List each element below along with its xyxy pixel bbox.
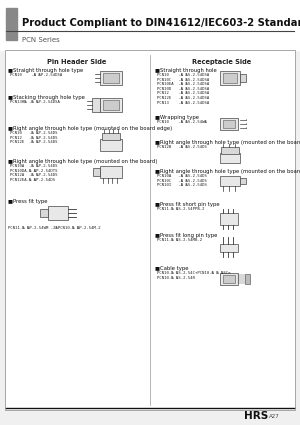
- Bar: [93, 168, 100, 176]
- Text: Receptacle Side: Receptacle Side: [192, 59, 252, 65]
- Bar: [220, 71, 240, 85]
- Text: PCN10    -№ №S-2.54W№: PCN10 -№ №S-2.54W№: [157, 120, 207, 124]
- Text: PCN11-№ №S-2.54PPB-2: PCN11-№ №S-2.54PPB-2: [157, 207, 205, 211]
- Bar: [0, 0, 300, 50]
- Bar: [102, 133, 120, 140]
- Text: PCN10    -№ №S-2.54DSA
PCN10C   -№ №S-2.54DSA
PCN10EA  -№ №S-2.54DSA
PCN10D   -№: PCN10 -№ №S-2.54DSA PCN10C -№ №S-2.54DSA…: [157, 73, 209, 105]
- Bar: [100, 166, 122, 178]
- Bar: [103, 73, 119, 83]
- Bar: [240, 178, 246, 184]
- Text: ■Stacking through hole type: ■Stacking through hole type: [8, 95, 85, 100]
- Bar: [220, 244, 238, 252]
- Bar: [221, 147, 239, 154]
- Text: PCN10A   -№ №S-2.54DS
PCN10C   -№ №S-2.54DS
PCN10I   -№ №S-2.54DS: PCN10A -№ №S-2.54DS PCN10C -№ №S-2.54DS …: [157, 174, 207, 187]
- Bar: [103, 100, 119, 110]
- Text: PCN10A  -№ №P-2.54DS
PCN10DA-№ №P-2.54DTS
PCN12A  -№ №P-2.54DS
PCN12EA-№ №P-2.54: PCN10A -№ №P-2.54DS PCN10DA-№ №P-2.54DTS…: [10, 164, 58, 182]
- Text: PCN10   -№ №P-2.54DS
PCN12   -№ №P-2.54DS
PCN12E  -№ №P-2.54DS: PCN10 -№ №P-2.54DS PCN12 -№ №P-2.54DS PC…: [10, 131, 58, 144]
- Bar: [245, 274, 250, 284]
- Bar: [223, 275, 235, 283]
- Text: ■Wrapping type: ■Wrapping type: [155, 115, 199, 120]
- Bar: [240, 74, 246, 82]
- Bar: [6, 8, 17, 40]
- Text: ■Right angle through hole type (mounted on the board): ■Right angle through hole type (mounted …: [155, 169, 300, 174]
- Text: ■Straight through hole type: ■Straight through hole type: [8, 68, 83, 73]
- Bar: [223, 120, 235, 128]
- Text: PCN12B   -№ №S-2.54DS: PCN12B -№ №S-2.54DS: [157, 145, 207, 149]
- Text: A27: A27: [269, 414, 280, 419]
- Text: ■Cable type: ■Cable type: [155, 266, 188, 271]
- Text: PCN11-№ №S-2.54MB-2: PCN11-№ №S-2.54MB-2: [157, 238, 202, 242]
- Text: PCN10-№ №S-2.54C+PCN10-№ № №SCe
PCN10-№ №S-2.54R: PCN10-№ №S-2.54C+PCN10-№ № №SCe PCN10-№ …: [157, 271, 231, 280]
- Bar: [48, 206, 68, 220]
- Bar: [220, 176, 240, 186]
- Text: ■Press fit long pin type: ■Press fit long pin type: [155, 233, 218, 238]
- Bar: [220, 153, 240, 163]
- Text: PCN Series: PCN Series: [22, 37, 60, 43]
- Bar: [220, 213, 238, 225]
- Text: PCN10    -№ №P-2.54DSA: PCN10 -№ №P-2.54DSA: [10, 73, 62, 77]
- Text: ■Right angle through hole type (mounted on the board edge): ■Right angle through hole type (mounted …: [8, 126, 172, 131]
- Text: Product Compliant to DIN41612/IEC603-2 Standard: Product Compliant to DIN41612/IEC603-2 S…: [22, 18, 300, 28]
- Bar: [92, 98, 100, 112]
- Bar: [220, 118, 238, 130]
- Bar: [220, 273, 238, 285]
- Text: PCN13H№ -№ №P-2.54DSA: PCN13H№ -№ №P-2.54DSA: [10, 100, 60, 104]
- Bar: [223, 73, 237, 83]
- Text: Pin Header Side: Pin Header Side: [47, 59, 107, 65]
- Bar: [5, 50, 295, 410]
- Text: ■Right angle through hole type (mounted on the board edge): ■Right angle through hole type (mounted …: [155, 140, 300, 145]
- Text: ■Press fit type: ■Press fit type: [8, 199, 47, 204]
- Text: PCN11-№ №P-2.54WM -2№PCN10-№ №P-2.54M-2: PCN11-№ №P-2.54WM -2№PCN10-№ №P-2.54M-2: [8, 226, 100, 230]
- Text: ■Press fit short pin type: ■Press fit short pin type: [155, 202, 220, 207]
- Bar: [100, 98, 122, 112]
- Bar: [100, 71, 122, 85]
- Text: ■Right angle through hole type (mounted on the board): ■Right angle through hole type (mounted …: [8, 159, 158, 164]
- Text: HRS: HRS: [244, 411, 268, 421]
- Bar: [40, 209, 48, 217]
- Text: ■Straight through hole: ■Straight through hole: [155, 68, 217, 73]
- Bar: [100, 139, 122, 151]
